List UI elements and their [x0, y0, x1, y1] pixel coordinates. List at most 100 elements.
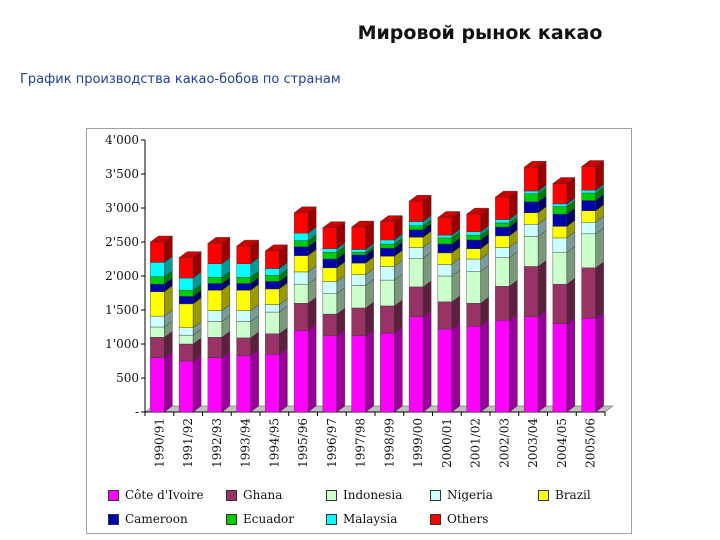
legend-swatch	[430, 489, 441, 501]
bar-top	[236, 239, 260, 247]
bar-segment	[380, 256, 395, 267]
bar-segment	[523, 212, 539, 225]
bar-segment	[466, 213, 481, 232]
x-tick-label: 1995/96	[296, 418, 310, 468]
legend-swatch	[326, 489, 337, 501]
bar-segment	[581, 190, 596, 194]
bar-segment	[581, 317, 596, 413]
bar-segment-side	[595, 261, 604, 319]
bar-segment	[293, 330, 309, 413]
y-tick-label: 3'000	[105, 201, 139, 215]
bar-segment	[265, 281, 280, 290]
bar-segment	[322, 251, 338, 260]
bar-segment	[150, 337, 165, 358]
bar-segment	[236, 310, 251, 322]
bar-segment	[265, 354, 280, 413]
legend-label: Malaysia	[343, 512, 398, 526]
bar-segment	[236, 321, 251, 339]
bar-segment	[293, 240, 309, 247]
bar-segment	[437, 234, 453, 239]
bar-segment-side	[422, 280, 432, 318]
chart-legend: Côte d'Ivoire Ghana Indonesia Nigeria Brazil…	[108, 487, 628, 531]
y-tick-label: 3'500	[105, 167, 139, 181]
bar-top	[523, 160, 547, 168]
bar-segment	[236, 277, 251, 284]
bar-segment	[466, 239, 481, 250]
bar-segment	[236, 263, 251, 278]
y-tick-label: -	[135, 405, 139, 419]
bar-segment	[408, 316, 424, 413]
legend-item: Brazil	[538, 487, 591, 503]
bar-segment	[380, 247, 395, 257]
bar-segment	[581, 222, 596, 235]
bar-segment	[408, 247, 424, 259]
bar-segment-side	[451, 322, 461, 413]
bar-segment	[265, 311, 280, 335]
bar-segment	[150, 241, 165, 263]
bar-segment	[552, 251, 568, 285]
bar-segment-side	[537, 230, 547, 267]
x-tick-label: 1998/99	[382, 418, 396, 468]
bar-segment	[552, 203, 568, 207]
bar-segment	[178, 327, 194, 336]
bar-segment	[408, 237, 424, 248]
legend-label: Ghana	[243, 488, 283, 502]
bar-segment-side	[537, 310, 547, 413]
bar-top	[581, 160, 605, 167]
legend-label: Nigeria	[447, 488, 493, 502]
bar-segment	[351, 249, 366, 253]
x-tick-label: 1992/93	[210, 418, 224, 468]
bar-segment	[437, 252, 453, 265]
bar-top	[293, 206, 317, 213]
bar-segment	[408, 229, 424, 238]
bar-segment	[236, 245, 251, 264]
bar-segment	[265, 304, 280, 313]
bar-segment	[207, 263, 223, 278]
bar-segment	[380, 239, 395, 245]
legend-item: Ghana	[226, 487, 282, 503]
bar-segment	[150, 262, 165, 277]
x-tick-label: 1994/95	[267, 418, 281, 468]
bar-segment	[466, 258, 481, 272]
bar-segment	[293, 283, 309, 304]
bar-segment-side	[566, 317, 576, 413]
bar-segment	[380, 243, 395, 249]
y-tick-label: 1'500	[105, 303, 139, 317]
bar-segment	[178, 334, 194, 345]
bar-segment	[380, 266, 395, 281]
bar-segment	[265, 288, 280, 305]
bar-segment-side	[279, 347, 288, 413]
y-tick-label: 4'000	[105, 133, 139, 147]
x-tick-label: 2003/04	[526, 418, 540, 468]
bar-segment	[466, 231, 481, 236]
bar-segment	[408, 221, 424, 226]
legend-label: Cameroon	[125, 512, 188, 526]
bar-segment	[178, 277, 194, 291]
bar-segment	[207, 290, 223, 311]
bar-top	[207, 237, 231, 244]
bar-segment	[178, 296, 194, 305]
x-tick-label: 2001/02	[469, 418, 483, 468]
bar-top	[408, 194, 432, 202]
x-tick-label: 1991/92	[181, 418, 195, 468]
bar-segment-side	[595, 311, 604, 413]
bar-segment	[150, 276, 165, 285]
bar-segment	[552, 226, 568, 239]
bar-segment	[466, 271, 481, 304]
bar-top	[351, 220, 375, 228]
bar-segment	[322, 293, 338, 315]
bar-segment	[351, 251, 366, 256]
bar-segment-side	[365, 329, 374, 413]
bar-segment	[351, 285, 366, 309]
bar-segment	[207, 321, 223, 338]
x-tick-label: 1990/91	[152, 418, 166, 468]
y-tick-label: 2'000	[105, 269, 139, 283]
bar-segment	[351, 262, 366, 275]
bar-segment-side	[192, 354, 202, 413]
bar-segment	[322, 248, 338, 253]
bar-segment	[293, 303, 309, 331]
bar-segment	[236, 355, 251, 413]
bar-segment	[466, 234, 481, 241]
bar-segment	[495, 235, 510, 248]
bar-top	[322, 221, 346, 228]
